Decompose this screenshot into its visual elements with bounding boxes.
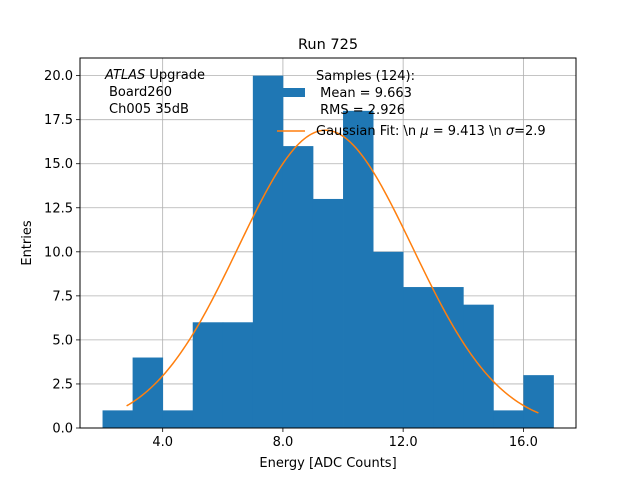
- histogram-bar: [312, 198, 344, 428]
- x-tick-label: 12.0: [389, 435, 418, 450]
- histogram-bar: [433, 287, 464, 428]
- histogram-bar: [282, 146, 314, 428]
- legend-hist-label-line2: Mean = 9.663: [316, 86, 412, 101]
- y-tick-label: 10.0: [44, 245, 73, 260]
- histogram-bar: [523, 375, 554, 428]
- histogram-bar: [403, 287, 434, 428]
- x-axis-label: Energy [ADC Counts]: [259, 456, 396, 471]
- axis-ticks: 4.0 8.0 12.0 16.0 0.0 2.5 5.0 7.5 10.0 12.5 15.0 17…: [44, 69, 538, 450]
- atlas-annotation-line3: Ch005 35dB: [109, 102, 189, 117]
- legend-fit-label: Gaussian Fit: \n μ = 9.413 \n σ=2.9: [316, 124, 546, 139]
- atlas-annotation-line1: ATLAS Upgrade: [104, 68, 205, 83]
- plot-frame: [79, 57, 577, 429]
- histogram-bar: [222, 322, 254, 428]
- y-tick-label: 2.5: [52, 377, 73, 392]
- legend-hist-label-line3: RMS = 2.926: [316, 103, 405, 118]
- gaussian-fit-line: [126, 129, 539, 414]
- y-tick-label: 0.0: [52, 422, 73, 437]
- x-tick-label: 8.0: [273, 435, 294, 450]
- legend-hist-swatch: [282, 88, 305, 97]
- chart-title: Run 725: [298, 37, 358, 53]
- histogram-bar: [192, 322, 224, 428]
- histogram-bar: [343, 110, 374, 428]
- y-tick-label: 12.5: [44, 201, 73, 216]
- histogram-bar: [132, 357, 164, 428]
- x-tick-label: 16.0: [509, 435, 538, 450]
- histogram-bar: [373, 251, 404, 428]
- histogram-bars: [102, 75, 554, 428]
- histogram-bar: [162, 410, 194, 428]
- atlas-annotation-line2: Board260: [109, 85, 172, 100]
- y-tick-label: 7.5: [52, 289, 73, 304]
- y-tick-label: 15.0: [44, 157, 73, 172]
- y-tick-label: 5.0: [52, 333, 73, 348]
- x-tick-label: 4.0: [152, 435, 173, 450]
- legend: Samples (124): Mean = 9.663 RMS = 2.926 …: [277, 69, 546, 139]
- histogram-bar: [102, 410, 134, 428]
- histogram-bar: [463, 304, 494, 428]
- y-axis-label: Entries: [20, 220, 35, 266]
- y-tick-label: 20.0: [44, 69, 73, 84]
- legend-hist-label-line1: Samples (124):: [316, 69, 415, 84]
- y-tick-label: 17.5: [44, 113, 73, 128]
- histogram-bar: [493, 410, 524, 428]
- histogram-bar: [252, 75, 284, 428]
